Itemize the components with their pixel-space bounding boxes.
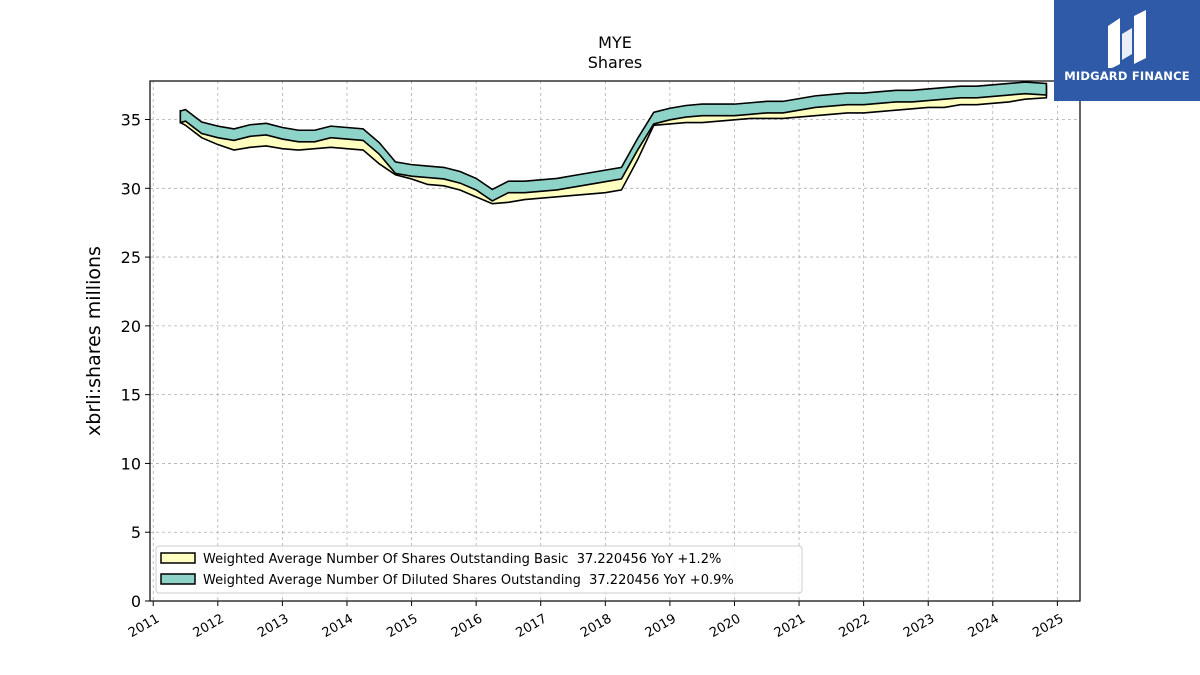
x-tick-label: 2012 [191,611,227,641]
y-axis-label: xbrli:shares millions [83,246,105,436]
y-tick-label: 0 [131,592,141,611]
legend-entry-basic: Weighted Average Number Of Shares Outsta… [203,552,721,567]
plot-frame [149,80,1081,602]
x-tick-label: 2024 [966,611,1002,641]
y-tick-label: 15 [121,386,141,405]
legend-swatch-basic [160,552,196,564]
chart-subtitle: Shares [588,53,643,72]
chart-title: MYE [598,33,632,52]
grid-lines [150,81,1080,602]
x-tick-label: 2011 [126,611,162,641]
brand-logo: MIDGARD FINANCE [1054,0,1200,101]
series-bands [179,81,1048,205]
series-band-diluted [179,81,1048,202]
x-axis-ticks: 2011 2012 2013 2014 2015 2016 2017 2018 2019 2020… [126,601,1066,641]
x-tick-label: 2015 [384,611,420,641]
x-tick-label: 2016 [449,611,485,641]
legend-swatch-diluted [160,573,196,585]
x-tick-label: 2014 [320,611,356,641]
x-tick-label: 2022 [836,611,872,641]
legend-box [155,545,803,594]
x-tick-label: 2021 [772,611,808,641]
brand-name: MIDGARD FINANCE [1064,69,1190,83]
y-tick-label: 10 [121,454,141,473]
brand-mark-icon [1108,10,1146,68]
x-tick-label: 2013 [255,611,291,641]
x-tick-label: 2025 [1030,611,1066,641]
y-axis-ticks: 0 5 10 15 20 25 30 35 [121,111,150,611]
x-tick-label: 2017 [514,611,550,641]
x-tick-label: 2023 [901,611,937,641]
y-tick-label: 25 [121,248,141,267]
series-band-basic [179,85,1048,205]
x-tick-label: 2019 [643,611,679,641]
y-tick-label: 5 [131,523,141,542]
y-tick-label: 30 [121,179,141,198]
x-tick-label: 2020 [707,611,743,641]
legend-entry-diluted: Weighted Average Number Of Diluted Share… [203,573,734,588]
y-tick-label: 35 [121,111,141,130]
x-tick-label: 2018 [578,611,614,641]
y-tick-label: 20 [121,317,141,336]
legend: Weighted Average Number Of Shares Outsta… [155,545,803,594]
